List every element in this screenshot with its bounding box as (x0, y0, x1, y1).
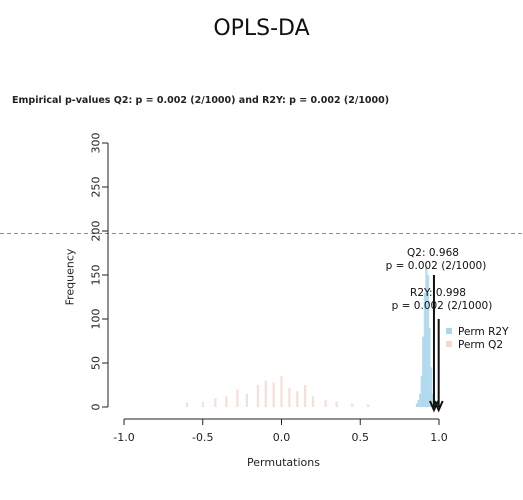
x-tick-label: 0.5 (352, 431, 370, 444)
bar-perm-r2y (415, 403, 419, 407)
bar-perm-r2y (422, 336, 425, 407)
bar-perm-r2y (419, 393, 422, 407)
axes: -1.0 -0.5 0.0 0.5 1.0 0 50 100 150 200 250 300 Permu… (64, 133, 448, 470)
y-tick-label: 300 (90, 133, 103, 154)
y-tick-label: 50 (90, 356, 103, 370)
bar-perm-q2 (288, 387, 291, 407)
bar-perm-r2y (430, 367, 433, 407)
bar-perm-r2y (431, 393, 434, 407)
bar-perm-q2 (311, 396, 315, 407)
annotation-pvalue: p = 0.002 (2/1000) (386, 260, 487, 272)
bar-perm-q2 (324, 399, 327, 407)
bar-perm-q2 (245, 393, 248, 407)
annotation-value: R2Y: 0.998 (410, 287, 466, 299)
legend-swatch (446, 341, 452, 347)
legend-label: Perm R2Y (458, 326, 509, 338)
bar-perm-r2y (420, 376, 423, 407)
bar-perm-r2y (417, 399, 420, 407)
bar-perm-q2 (280, 376, 283, 407)
series-perm-r2y (415, 266, 436, 407)
annotation-arrow-head (433, 400, 444, 413)
annotation-pvalue: p = 0.002 (2/1000) (392, 300, 493, 312)
y-tick-label: 0 (90, 404, 103, 411)
bar-perm-r2y (426, 275, 430, 407)
bar-perm-q2 (256, 385, 259, 407)
series-perm-q2 (185, 376, 370, 407)
x-axis-label: Permutations (247, 456, 320, 469)
bar-perm-q2 (264, 380, 267, 407)
x-tick-label: 1.0 (430, 431, 448, 444)
bar-perm-q2 (304, 385, 307, 407)
bar-perm-r2y (425, 266, 428, 407)
bar-perm-q2 (351, 403, 354, 407)
bar-perm-q2 (335, 401, 338, 407)
bar-perm-q2 (201, 401, 204, 407)
bar-perm-r2y (428, 327, 431, 407)
bar-perm-q2 (214, 398, 217, 407)
x-tick-label: -0.5 (192, 431, 213, 444)
legend-label: Perm Q2 (458, 339, 503, 351)
bar-perm-q2 (236, 389, 239, 407)
y-tick-label: 200 (90, 221, 103, 242)
annotation-value: Q2: 0.968 (407, 247, 459, 259)
bar-perm-q2 (367, 404, 370, 407)
bar-perm-q2 (185, 402, 189, 407)
legend-swatch (446, 328, 452, 334)
x-tick-label: 0.0 (273, 431, 291, 444)
y-tick-label: 100 (90, 309, 103, 330)
y-tick-label: 150 (90, 265, 103, 286)
bar-perm-q2 (272, 382, 275, 407)
chart-subtitle: Empirical p-values Q2: p = 0.002 (2/1000… (12, 95, 390, 106)
bar-perm-q2 (296, 391, 299, 407)
y-axis-label: Frequency (64, 248, 77, 305)
x-tick-label: -1.0 (113, 431, 134, 444)
bar-perm-q2 (225, 396, 228, 407)
chart-title: OPLS-DA (213, 16, 310, 41)
y-tick-label: 250 (90, 177, 103, 198)
bar-perm-r2y (423, 292, 426, 407)
